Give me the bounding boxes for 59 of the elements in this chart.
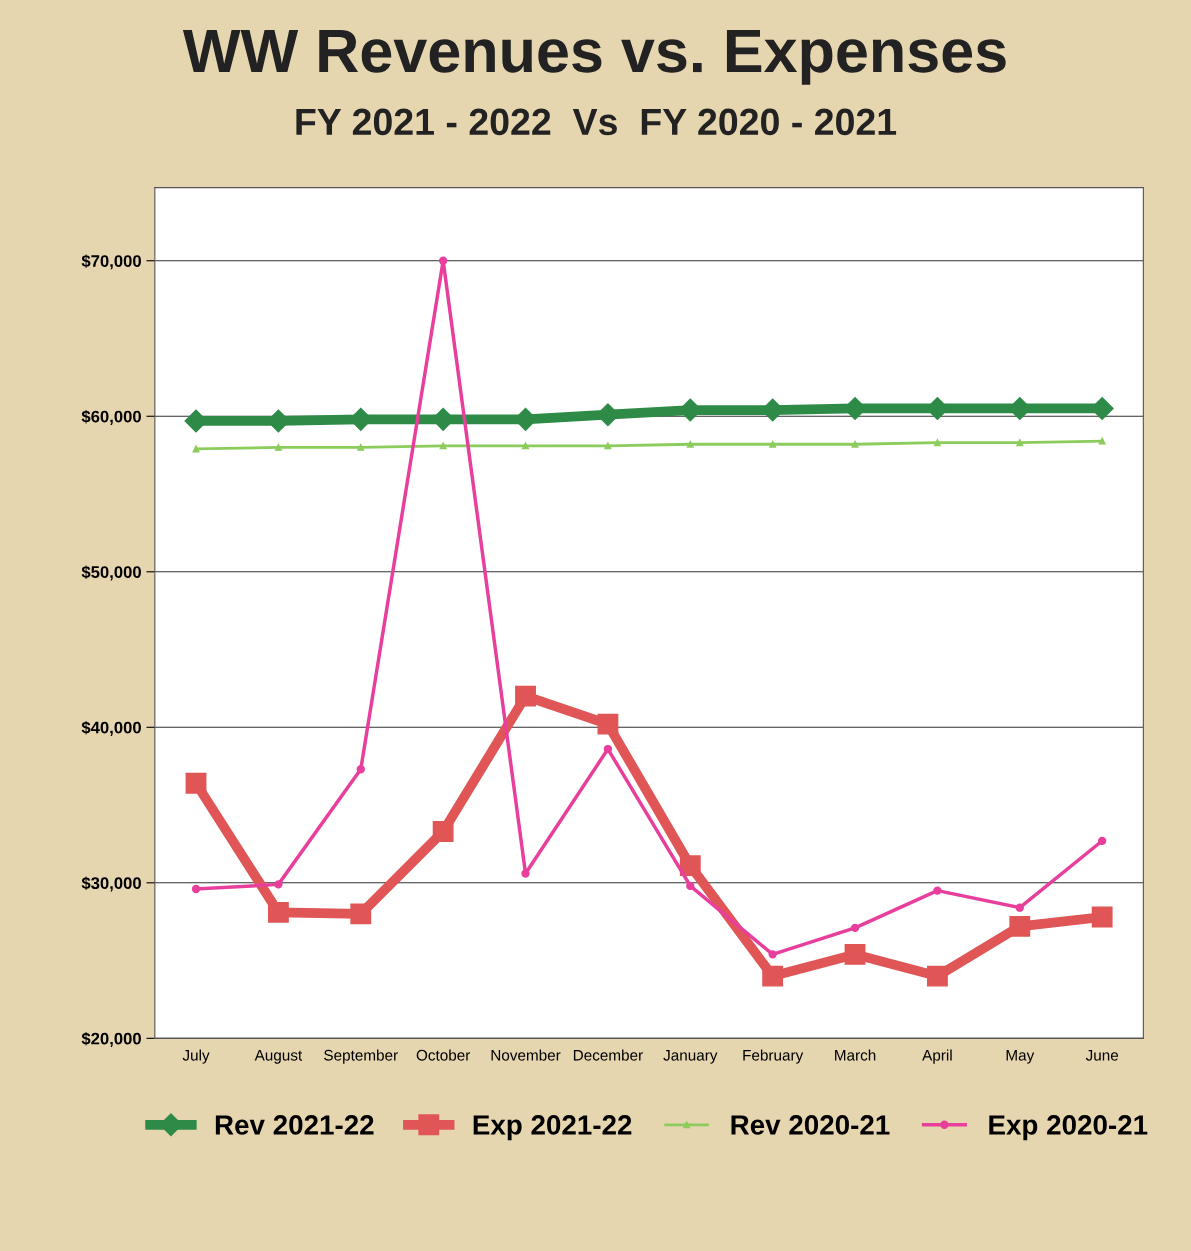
- y-tick-label: $20,000: [81, 1032, 141, 1047]
- legend-label: Exp 2020-21: [989, 1115, 1148, 1141]
- x-tick-label: April: [922, 1049, 952, 1064]
- point: [850, 923, 860, 933]
- point: [522, 442, 530, 450]
- point: [603, 744, 613, 754]
- legend-label: Exp 2021-22: [473, 1115, 632, 1141]
- point: [521, 869, 530, 878]
- point: [1009, 915, 1031, 937]
- point: [350, 903, 372, 925]
- point: [597, 713, 619, 735]
- point: [267, 901, 289, 923]
- point: [844, 943, 866, 965]
- chart-title: WW Revenues vs. Expenses: [182, 30, 1006, 85]
- x-tick-label: February: [743, 1049, 804, 1064]
- x-tick-label: March: [835, 1049, 876, 1061]
- point: [357, 443, 365, 451]
- point: [274, 880, 283, 889]
- y-tick-label: $50,000: [81, 565, 141, 581]
- point: [769, 440, 777, 448]
- point: [1091, 906, 1113, 928]
- x-tick-label: January: [663, 1050, 718, 1064]
- legend-label: Rev 2021-22: [215, 1115, 374, 1135]
- point: [191, 884, 201, 894]
- point: [439, 442, 447, 450]
- point: [926, 965, 948, 987]
- y-tick-label: $40,000: [81, 720, 141, 736]
- point: [356, 765, 365, 774]
- chart-subtitle: FY 2021 - 2022 Vs FY 2020 - 2021: [296, 108, 897, 136]
- y-tick-label: $30,000: [81, 876, 141, 892]
- point: [686, 881, 695, 891]
- point: [1015, 903, 1024, 912]
- point: [768, 950, 777, 959]
- x-tick-label: September: [324, 1049, 398, 1064]
- point: [933, 886, 942, 895]
- point: [274, 443, 282, 451]
- point: [438, 256, 448, 265]
- point: [933, 439, 941, 447]
- point: [1098, 836, 1107, 845]
- x-tick-label: October: [416, 1049, 471, 1061]
- x-tick-label: November: [491, 1049, 561, 1061]
- point: [604, 442, 612, 450]
- x-tick-label: August: [254, 1050, 303, 1064]
- point: [1098, 437, 1106, 445]
- x-tick-label: December: [573, 1049, 643, 1061]
- y-tick-label: $60,000: [81, 409, 141, 425]
- x-tick-label: July: [182, 1049, 210, 1064]
- point: [762, 965, 784, 987]
- y-tick-label: $70,000: [81, 254, 141, 270]
- point: [1016, 439, 1024, 447]
- x-tick-label: June: [1085, 1050, 1119, 1061]
- point: [515, 685, 536, 707]
- x-tick-label: May: [1006, 1050, 1035, 1064]
- legend-label: Rev 2020-21: [731, 1115, 890, 1135]
- point: [686, 440, 694, 448]
- point: [851, 440, 859, 448]
- point: [679, 855, 701, 877]
- point: [185, 772, 207, 794]
- point: [432, 821, 454, 842]
